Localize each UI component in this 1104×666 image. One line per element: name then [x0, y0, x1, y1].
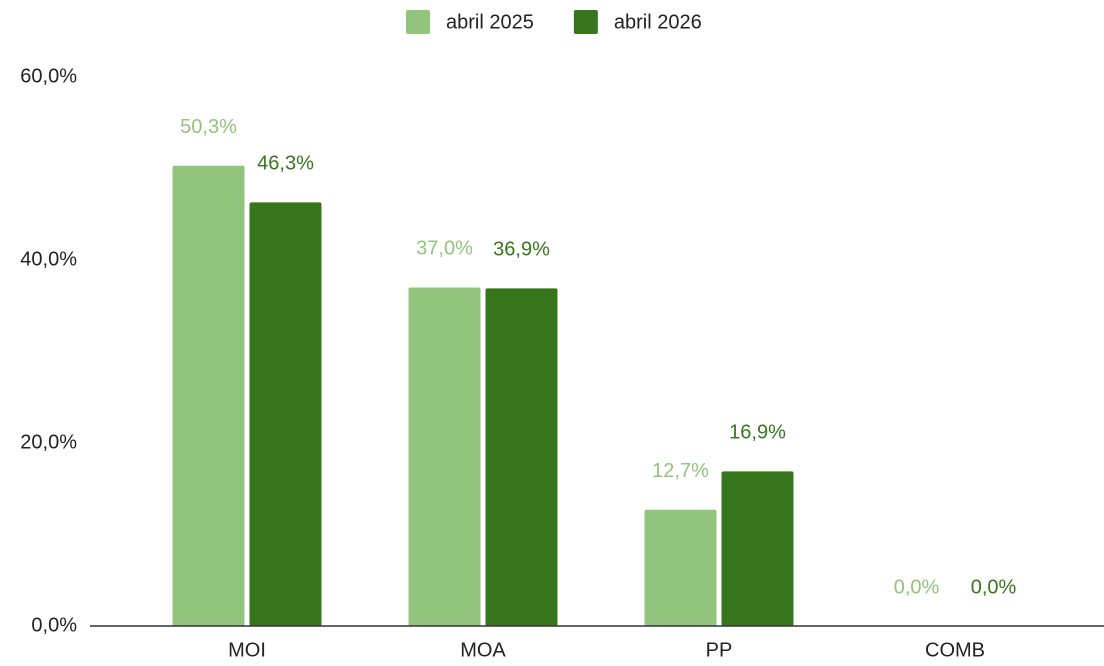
legend-label: abril 2026	[614, 11, 702, 33]
data-label: 36,9%	[493, 239, 550, 261]
data-label: 50,3%	[180, 116, 237, 138]
data-label: 46,3%	[257, 153, 314, 175]
bar	[485, 288, 558, 626]
x-tick-label: COMB	[925, 639, 985, 661]
x-tick-label: PP	[706, 639, 733, 661]
y-tick-label: 60,0%	[20, 65, 77, 87]
x-tick-label: MOI	[228, 639, 266, 661]
bar	[249, 202, 322, 627]
y-tick-label: 40,0%	[20, 248, 77, 270]
legend-swatch	[406, 10, 430, 34]
x-tick-label: MOA	[460, 639, 506, 661]
y-tick-label: 0,0%	[31, 614, 77, 636]
data-label: 37,0%	[416, 238, 473, 260]
bar	[172, 165, 245, 626]
data-label: 12,7%	[652, 460, 709, 482]
bar	[721, 471, 794, 626]
y-tick-label: 20,0%	[20, 431, 77, 453]
bar	[644, 509, 717, 626]
legend-label: abril 2025	[446, 11, 534, 33]
data-label: 0,0%	[971, 576, 1017, 598]
legend-swatch	[573, 10, 598, 34]
data-label: 0,0%	[894, 576, 940, 598]
bar	[408, 287, 481, 626]
data-label: 16,9%	[729, 422, 786, 444]
